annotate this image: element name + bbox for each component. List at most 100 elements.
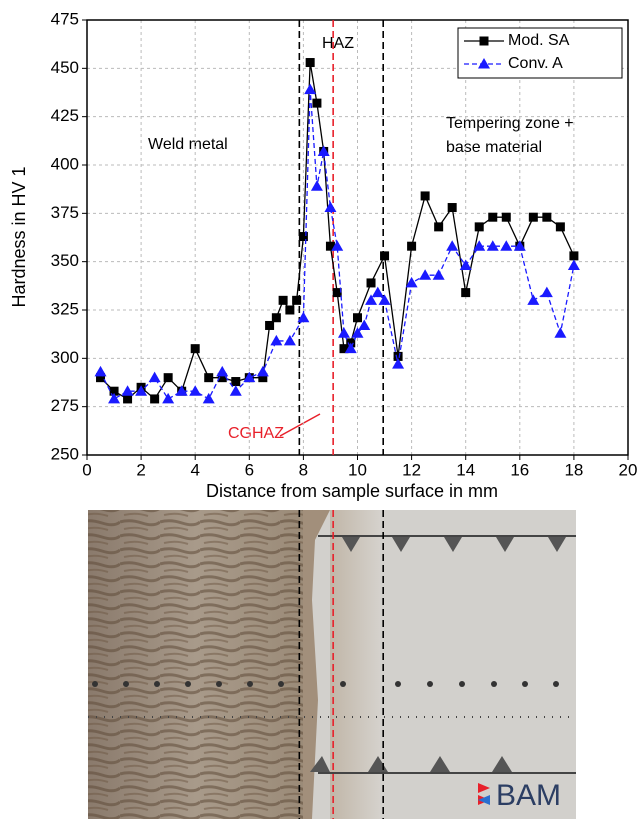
notches — [310, 537, 566, 772]
plot-frame — [86, 19, 629, 456]
marker — [285, 305, 295, 315]
marker — [175, 385, 188, 396]
marker — [310, 180, 323, 191]
marker — [378, 294, 391, 305]
marker — [434, 222, 444, 232]
marker — [432, 269, 445, 280]
y-axis-label: Hardness in HV 1 — [9, 166, 29, 307]
marker — [339, 344, 349, 354]
marker — [243, 371, 256, 383]
marker — [337, 327, 350, 338]
marker — [189, 385, 202, 396]
marker — [108, 392, 121, 404]
x-tick-label: 14 — [456, 460, 475, 479]
y-tick-label: 300 — [51, 348, 79, 367]
marker — [419, 269, 432, 280]
annotation: Weld metal — [148, 136, 228, 153]
y-tick-label: 350 — [51, 251, 79, 270]
x-tick-label: 2 — [136, 460, 145, 479]
marker — [270, 334, 283, 346]
y-tick-label: 475 — [51, 9, 79, 28]
marker — [265, 320, 275, 330]
marker — [366, 278, 376, 288]
marker — [324, 201, 337, 213]
marker — [292, 295, 302, 305]
marker — [447, 203, 457, 213]
annotation: base material — [446, 139, 542, 156]
fusion-line — [303, 510, 330, 819]
marker — [569, 251, 579, 261]
marker — [163, 373, 173, 383]
marker — [298, 232, 308, 242]
y-tick-label: 425 — [51, 106, 79, 125]
marker — [150, 394, 160, 404]
marker — [109, 386, 119, 396]
marker — [229, 385, 242, 396]
indents — [92, 681, 559, 687]
marker — [540, 286, 553, 298]
marker — [216, 365, 229, 377]
marker — [528, 212, 538, 222]
y-tick-label: 275 — [51, 396, 79, 415]
marker — [380, 251, 390, 261]
marker — [135, 385, 148, 396]
marker — [486, 240, 499, 251]
marker — [554, 327, 567, 338]
marker — [405, 276, 418, 288]
y-tick-label: 250 — [51, 444, 79, 463]
x-tick-label: 10 — [348, 460, 367, 479]
annotation: CGHAZ — [228, 425, 284, 442]
x-tick-label: 12 — [402, 460, 421, 479]
marker — [190, 344, 200, 354]
marker — [392, 358, 405, 369]
marker — [204, 373, 214, 383]
marker — [123, 394, 133, 404]
marker — [500, 240, 513, 251]
marker — [325, 241, 335, 251]
marker — [202, 392, 215, 404]
legend-marker — [479, 36, 489, 46]
x-tick-label: 4 — [190, 460, 199, 479]
x-tick-label: 6 — [245, 460, 254, 479]
marker — [567, 259, 580, 271]
marker — [331, 240, 344, 251]
marker — [459, 259, 472, 271]
marker — [258, 373, 268, 383]
marker — [96, 373, 106, 383]
x-tick-label: 0 — [82, 460, 91, 479]
marker — [304, 83, 317, 95]
marker — [256, 365, 269, 377]
annotation-pointer — [279, 413, 321, 437]
marker — [217, 373, 227, 383]
marker — [474, 222, 484, 232]
marker — [461, 288, 471, 298]
marker — [351, 327, 364, 338]
marker — [305, 58, 315, 68]
marker — [555, 222, 565, 232]
legend-marker — [478, 58, 490, 69]
marker — [344, 342, 357, 354]
marker — [231, 377, 241, 387]
legend-label: Mod. SA — [508, 32, 570, 49]
annotation: Tempering zone + — [446, 115, 574, 132]
marker — [121, 385, 134, 396]
marker — [317, 145, 330, 156]
x-axis-label: Distance from sample surface in mm — [206, 481, 498, 501]
marker — [332, 288, 342, 298]
logo-text: BAM — [496, 779, 561, 812]
x-tick-label: 8 — [299, 460, 308, 479]
marker — [371, 286, 384, 298]
legend-label: Conv. A — [508, 55, 563, 72]
marker — [353, 313, 362, 323]
marker — [488, 212, 498, 222]
y-tick-label: 375 — [51, 203, 79, 222]
marker — [271, 313, 281, 323]
marker — [358, 319, 371, 330]
marker — [162, 392, 175, 404]
marker — [312, 98, 322, 108]
marker — [420, 191, 430, 201]
marker — [278, 295, 288, 305]
marker — [365, 294, 378, 305]
marker — [297, 311, 310, 323]
x-tick-label: 20 — [619, 460, 638, 479]
